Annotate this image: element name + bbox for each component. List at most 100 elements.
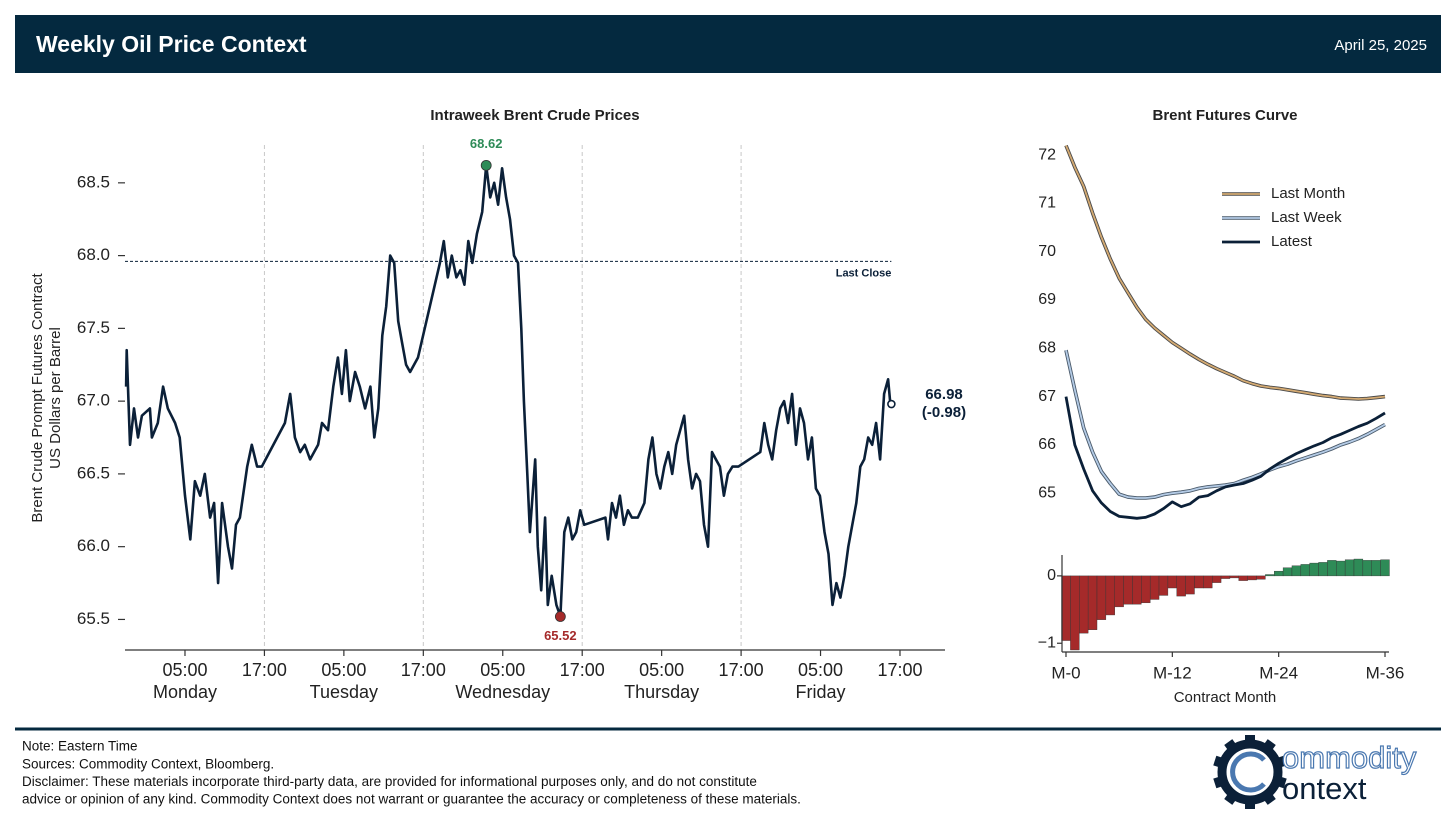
footer-note: advice or opinion of any kind. Commodity… [22,792,801,807]
bar [1256,575,1266,580]
logo-gear [1213,735,1287,809]
logo-line1: ommodity [1282,740,1417,775]
y-tick-label: 68 [1038,340,1056,357]
gear-c [1230,751,1266,793]
bar [1176,575,1186,597]
last-change: (-0.98) [922,404,966,421]
last-point [887,399,896,409]
x-tick-label: 17:00 [559,660,605,680]
y-tick-label: 66.5 [77,463,110,482]
last-value: 66.98 [925,386,963,403]
y-tick-label: 68.5 [77,172,110,191]
x-tick-label: M-24 [1259,663,1298,682]
bar [1238,575,1248,581]
y-axis-label: US Dollars per Barrel [47,327,64,469]
y-axis-label: Brent Crude Prompt Futures Contract [29,273,46,523]
header-title: Weekly Oil Price Context [36,31,307,57]
y-tick-label: 67.5 [77,318,110,337]
bar [1274,570,1284,577]
header-bar [15,15,1441,73]
bar [1300,564,1310,577]
bar [1247,575,1257,581]
x-tick-label: 05:00 Tuesday [309,660,379,702]
y-tick-label: 68.0 [77,245,110,264]
y-tick-label: 67.0 [77,391,110,410]
x-tick-label: 17:00 [241,660,287,680]
x-tick-label: 05:00 Friday [795,660,846,702]
y-tick-label: 71 [1038,195,1056,212]
bar [1318,562,1328,577]
bar [1309,562,1319,577]
x-tick-label: 17:00 [400,660,446,680]
bar [1070,575,1080,651]
bar [1185,575,1195,595]
x-tick-label: 17:00 [718,660,764,680]
curve-outline [1064,144,1386,401]
y-tick-label: 70 [1038,243,1056,260]
legend-label: Last Month [1271,185,1345,202]
low-label: 65.52 [544,628,577,643]
bar [1212,575,1222,583]
bar [1371,560,1381,577]
bar [1220,575,1231,579]
y-tick-label: 66.0 [77,536,110,555]
bar [1141,575,1151,604]
reference-label: Last Close [836,267,892,279]
x-tick-label: 17:00 [877,660,923,680]
y-tick-label: 66 [1038,436,1056,453]
curve-line [1064,396,1386,520]
x-tick-label: M-36 [1366,663,1405,682]
chart-title: Intraweek Brent Crude Prices [430,107,639,124]
bar [1132,575,1142,605]
high-point [480,159,492,171]
gear-ring [1217,739,1283,805]
x-tick-label: 05:00 Wednesday [455,660,551,702]
bar [1327,560,1337,577]
bar [1362,560,1372,577]
bar [1291,565,1302,577]
legend-label: Latest [1271,233,1313,250]
x-tick-label: 05:00 Monday [152,660,217,702]
bar [1114,575,1124,608]
bar [1265,574,1275,577]
curve-line [1065,145,1386,400]
bar [1087,575,1098,630]
x-tick-label: M-0 [1051,663,1080,682]
bar [1105,575,1115,616]
bar [1096,575,1107,620]
bar [1061,575,1071,641]
bar [1380,559,1390,577]
bar [1344,559,1355,577]
y-tick-label: 69 [1038,291,1056,308]
footer-note: Note: Eastern Time [22,739,138,754]
header-date: April 25, 2025 [1334,37,1427,54]
bar [1353,558,1364,577]
bar [1167,575,1177,589]
logo-line2: ontext [1282,771,1367,806]
y-tick-label: 72 [1038,146,1056,163]
bar [1079,575,1089,634]
x-tick-label: 05:00 Thursday [624,660,700,702]
y-tick-label: 0 [1047,567,1056,584]
legend-label: Last Week [1271,209,1342,226]
chart-title: Brent Futures Curve [1152,107,1297,124]
bar [1203,575,1213,589]
bar [1123,575,1133,605]
bar [1149,575,1160,600]
bar [1282,567,1293,577]
bar [1336,560,1346,577]
y-tick-label: 65 [1038,484,1056,501]
footer-note: Sources: Commodity Context, Bloomberg. [22,756,274,771]
high-label: 68.62 [470,136,503,151]
y-tick-label: −1 [1038,634,1056,651]
x-axis-label: Contract Month [1174,689,1277,706]
price-line [124,164,893,618]
bar [1158,575,1169,596]
bar [1229,575,1239,579]
y-tick-label: 67 [1038,388,1056,405]
bar [1194,575,1204,589]
curve-line [1065,350,1386,499]
low-point [554,611,566,622]
